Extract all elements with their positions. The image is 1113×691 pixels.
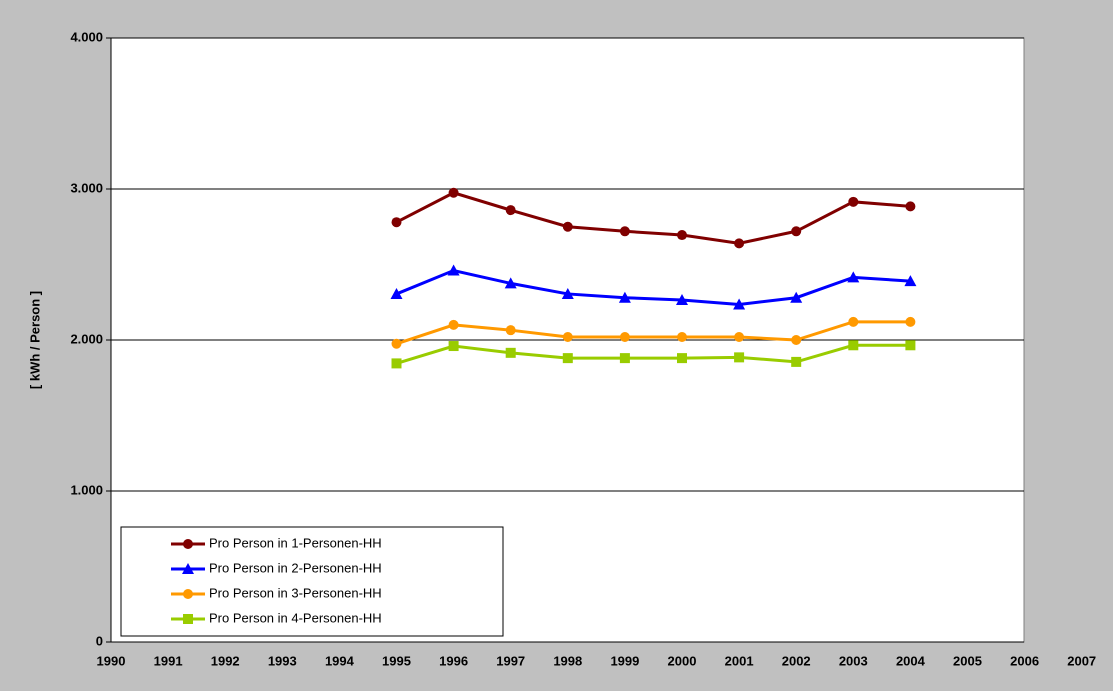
x-tick-label: 1993 xyxy=(268,653,297,668)
y-axis-title: [ kWh / Person ] xyxy=(27,291,42,389)
x-tick-label: 1990 xyxy=(97,653,126,668)
marker xyxy=(619,226,630,237)
marker xyxy=(562,353,573,364)
marker xyxy=(791,356,802,367)
legend-label: Pro Person in 3-Personen-HH xyxy=(209,585,382,600)
x-tick-label: 2006 xyxy=(1010,653,1039,668)
marker xyxy=(733,298,746,310)
x-tick-label: 1995 xyxy=(382,653,411,668)
marker xyxy=(448,187,459,198)
marker xyxy=(847,271,860,283)
marker xyxy=(618,291,631,303)
marker xyxy=(561,287,574,299)
marker xyxy=(504,277,517,289)
marker xyxy=(183,539,193,549)
marker xyxy=(562,331,573,342)
marker xyxy=(505,325,516,336)
marker xyxy=(391,338,402,349)
x-tick-label: 1996 xyxy=(439,653,468,668)
marker xyxy=(619,353,630,364)
x-tick-label: 2002 xyxy=(782,653,811,668)
y-tick-label: 4.000 xyxy=(70,29,103,44)
marker xyxy=(848,340,859,351)
marker xyxy=(734,352,745,363)
x-tick-label: 2005 xyxy=(953,653,982,668)
marker xyxy=(505,205,516,216)
legend-label: Pro Person in 4-Personen-HH xyxy=(209,610,382,625)
series-line xyxy=(396,343,911,365)
marker xyxy=(183,589,193,599)
marker xyxy=(790,291,803,303)
marker xyxy=(734,238,745,249)
marker xyxy=(390,287,403,299)
marker xyxy=(447,264,460,276)
y-tick-label: 2.000 xyxy=(70,331,103,346)
x-tick-label: 2003 xyxy=(839,653,868,668)
marker xyxy=(791,226,802,237)
x-tick-label: 1992 xyxy=(211,653,240,668)
x-tick-label: 1994 xyxy=(325,653,355,668)
marker xyxy=(677,353,687,364)
legend-label: Pro Person in 1-Personen-HH xyxy=(209,535,382,550)
y-tick-label: 0 xyxy=(96,633,103,648)
marker xyxy=(848,196,859,207)
y-tick-label: 3.000 xyxy=(70,180,103,195)
x-tick-label: 2007 xyxy=(1067,653,1096,668)
marker xyxy=(448,319,459,330)
marker xyxy=(677,230,687,241)
series-line xyxy=(396,320,911,346)
marker xyxy=(448,341,459,352)
marker xyxy=(562,221,573,232)
y-tick-label: 1.000 xyxy=(70,482,103,497)
marker xyxy=(391,358,402,369)
series-line xyxy=(395,191,911,245)
marker xyxy=(905,316,916,327)
marker xyxy=(677,331,687,342)
marker xyxy=(848,316,859,327)
marker xyxy=(905,340,916,351)
marker xyxy=(676,293,688,305)
x-tick-label: 2000 xyxy=(668,653,697,668)
marker xyxy=(505,347,516,358)
x-tick-label: 1999 xyxy=(610,653,639,668)
x-tick-label: 1998 xyxy=(553,653,582,668)
x-tick-label: 2004 xyxy=(896,653,926,668)
marker xyxy=(183,614,193,624)
marker xyxy=(391,217,402,228)
marker xyxy=(904,275,917,287)
marker xyxy=(791,335,802,345)
marker xyxy=(734,331,745,342)
series-line xyxy=(395,268,911,307)
marker xyxy=(182,563,194,574)
x-tick-label: 2001 xyxy=(725,653,754,668)
marker xyxy=(619,331,630,342)
x-tick-label: 1997 xyxy=(496,653,525,668)
x-tick-label: 1991 xyxy=(154,653,183,668)
marker xyxy=(905,201,916,212)
legend-label: Pro Person in 2-Personen-HH xyxy=(209,560,382,575)
